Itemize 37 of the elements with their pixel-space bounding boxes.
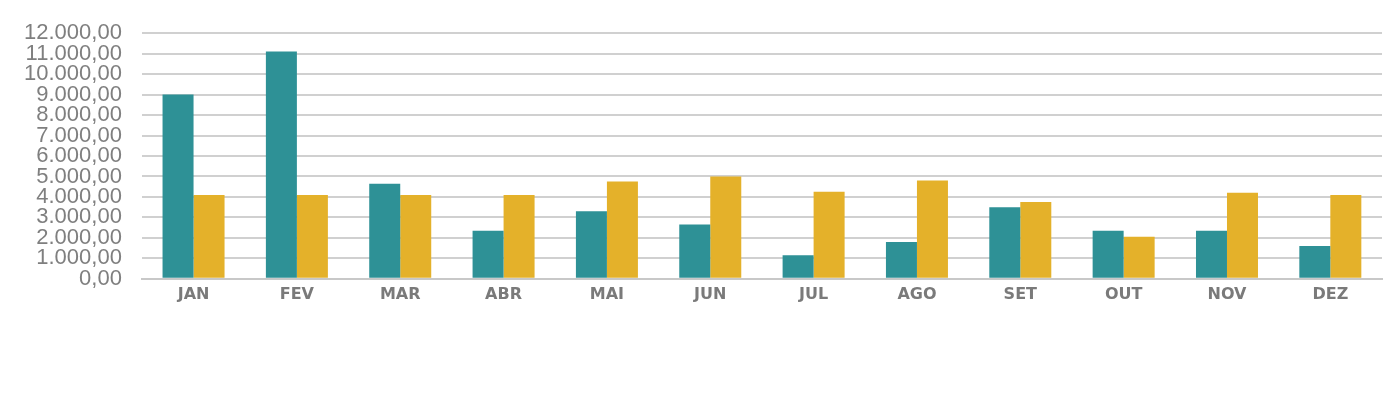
x-tick-label: DEZ: [1312, 283, 1349, 303]
bar: [916, 180, 948, 278]
bar: [296, 194, 328, 278]
bar: [679, 224, 711, 278]
bar: [503, 194, 535, 278]
bar: [606, 181, 638, 278]
x-tick-label: MAR: [379, 283, 421, 303]
x-tick-label: NOV: [1207, 283, 1248, 303]
bar: [1020, 202, 1052, 278]
bar: [400, 194, 432, 278]
bar: [782, 255, 814, 278]
bar: [710, 176, 742, 278]
x-tick-label: JUL: [798, 283, 829, 303]
bar: [1123, 236, 1155, 278]
bar: [1195, 230, 1227, 278]
bar: [989, 207, 1021, 278]
bar: [369, 183, 401, 278]
bar: [162, 94, 194, 278]
x-tick-label: ABR: [485, 283, 523, 303]
y-tick-label: 12.000,00: [24, 19, 122, 45]
x-tick-label: JUN: [693, 283, 727, 303]
bar: [193, 194, 225, 278]
bar: [1092, 230, 1124, 278]
x-tick-label: OUT: [1104, 283, 1143, 303]
x-tick-label: FEV: [279, 283, 315, 303]
x-tick-label: JAN: [176, 283, 210, 303]
bar: [1330, 194, 1362, 278]
x-tick-label: MAI: [589, 283, 625, 303]
bar: [575, 211, 607, 278]
x-tick-label: SET: [1003, 283, 1038, 303]
bar: [813, 191, 845, 278]
x-tick-label: AGO: [897, 283, 937, 303]
bar: [1226, 192, 1258, 278]
bar: [472, 230, 504, 278]
bar: [1299, 246, 1331, 278]
bar: [885, 241, 917, 278]
bar: [265, 51, 297, 278]
